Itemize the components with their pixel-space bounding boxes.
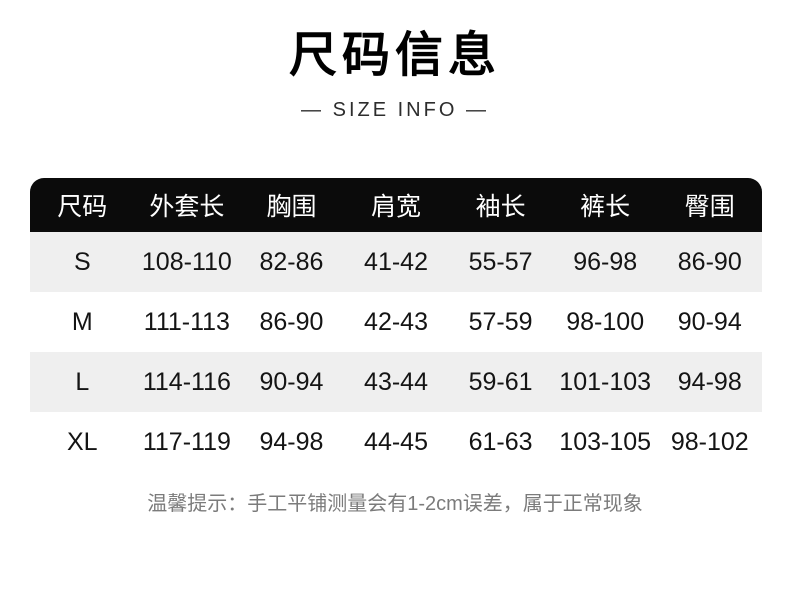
cell-value: 86-90 [259, 307, 324, 336]
cell-size: L [75, 367, 90, 396]
cell-value: 94-98 [259, 427, 324, 456]
cell-value: 43-44 [364, 367, 428, 396]
cell-value: 90-94 [259, 367, 324, 396]
table-row-l: L 114-116 90-94 43-44 59-61 101-103 94-9… [30, 352, 762, 412]
cell-size: S [73, 247, 91, 276]
cell-value: 108-110 [141, 247, 232, 276]
header-cell-bust: 胸围 [266, 193, 317, 221]
header-cell-size: 尺码 [57, 193, 108, 221]
header-cell-coat-length: 外套长 [149, 193, 225, 221]
cell-value: 117-119 [142, 427, 231, 456]
table-row-s: S 108-110 82-86 41-42 55-57 96-98 86-90 [30, 232, 762, 292]
header-cell-pants: 裤长 [580, 193, 631, 221]
size-table: 尺码 外套长 胸围 肩宽 袖长 裤长 臀围 S 108-110 82-86 41… [30, 178, 762, 472]
cell-value: 103-105 [559, 427, 652, 456]
cell-value: 101-103 [559, 367, 652, 396]
cell-size: M [71, 307, 93, 336]
page-subtitle: — SIZE INFO — [301, 99, 489, 121]
cell-value: 42-43 [364, 307, 428, 336]
cell-value: 57-59 [468, 307, 533, 336]
cell-value: 44-45 [364, 427, 428, 456]
page-title: 尺码信息 [288, 29, 501, 82]
cell-value: 59-61 [468, 367, 533, 396]
cell-value: 90-94 [677, 307, 742, 336]
table-header-row: 尺码 外套长 胸围 肩宽 袖长 裤长 臀围 [30, 178, 762, 232]
cell-value: 61-63 [468, 427, 533, 456]
header-cell-sleeve: 袖长 [475, 193, 526, 221]
cell-value: 114-116 [142, 367, 231, 396]
cell-value: 55-57 [468, 247, 533, 276]
footer-note: 温馨提示：手工平铺测量会有1-2cm误差，属于正常现象 [147, 493, 643, 515]
header-cell-shoulder: 肩宽 [371, 193, 422, 221]
cell-value: 82-86 [259, 247, 324, 276]
table-row-xl: XL 117-119 94-98 44-45 61-63 103-105 98-… [30, 412, 762, 472]
cell-value: 98-102 [670, 427, 749, 456]
cell-value: 111-113 [143, 307, 230, 336]
cell-value: 41-42 [364, 247, 428, 276]
cell-value: 96-98 [573, 247, 638, 276]
table-row-m: M 111-113 86-90 42-43 57-59 98-100 90-94 [30, 292, 762, 352]
cell-value: 94-98 [677, 367, 742, 396]
cell-size: XL [66, 427, 98, 456]
header-cell-hip: 臀围 [684, 193, 735, 221]
cell-value: 86-90 [677, 247, 742, 276]
cell-value: 98-100 [566, 307, 645, 336]
